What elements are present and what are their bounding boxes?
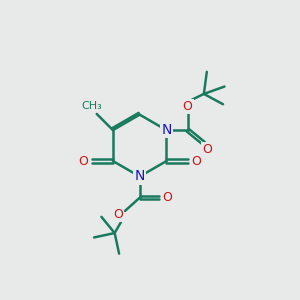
- Text: O: O: [114, 208, 123, 221]
- Text: O: O: [183, 100, 193, 113]
- Text: N: N: [134, 169, 145, 184]
- Text: O: O: [191, 154, 201, 167]
- Text: N: N: [161, 123, 172, 137]
- Text: CH₃: CH₃: [81, 101, 102, 111]
- Text: O: O: [202, 143, 212, 156]
- Text: O: O: [162, 191, 172, 204]
- Text: O: O: [79, 154, 88, 167]
